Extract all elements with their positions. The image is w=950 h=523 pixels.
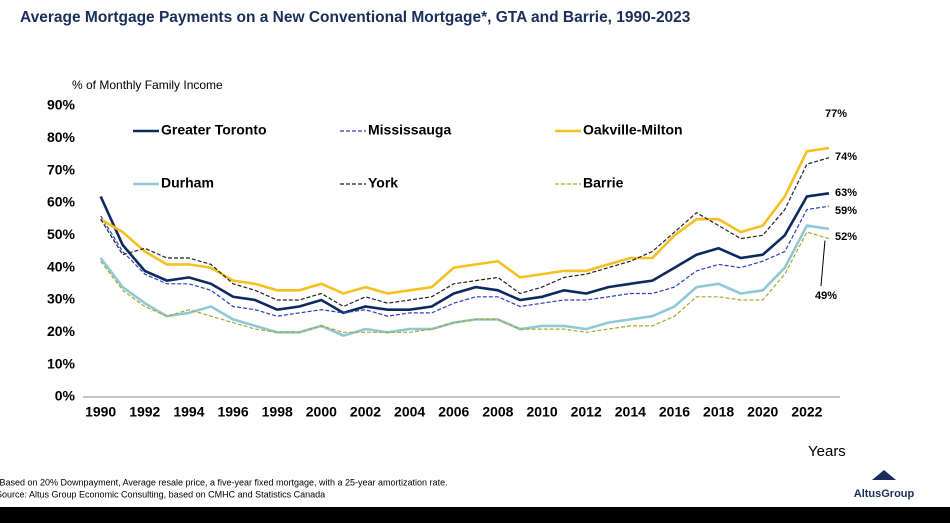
bottom-bar bbox=[0, 507, 950, 523]
legend-label: Greater Toronto bbox=[161, 122, 267, 138]
series-line bbox=[100, 205, 830, 317]
x-tick-label: 2002 bbox=[350, 404, 381, 420]
x-tick-label: 1998 bbox=[262, 404, 293, 420]
x-tick-label: 2000 bbox=[306, 404, 337, 420]
y-tick-label: 70% bbox=[47, 161, 76, 177]
x-tick-label: 2012 bbox=[571, 404, 602, 420]
y-tick-label: 80% bbox=[47, 129, 76, 145]
y-tick-label: 60% bbox=[47, 194, 76, 210]
x-tick-label: 2020 bbox=[747, 404, 778, 420]
series-line bbox=[99, 224, 830, 337]
series-line bbox=[100, 146, 830, 295]
y-tick-label: 0% bbox=[55, 388, 76, 404]
x-tick-label: 2004 bbox=[394, 404, 425, 420]
y-tick-label: 20% bbox=[47, 323, 76, 339]
series-line bbox=[99, 192, 830, 315]
x-tick-label: 1990 bbox=[85, 404, 116, 420]
x-tick-label: 2018 bbox=[703, 404, 734, 420]
leader-line bbox=[820, 240, 826, 287]
chart-title: Average Mortgage Payments on a New Conve… bbox=[20, 9, 691, 26]
y-tick-label: 50% bbox=[47, 226, 76, 242]
x-axis-label: Years bbox=[808, 443, 846, 460]
x-tick-label: 2022 bbox=[791, 404, 822, 420]
y-axis-label: % of Monthly Family Income bbox=[72, 78, 223, 92]
y-tick-label: 90% bbox=[47, 97, 76, 113]
logo-icon bbox=[872, 470, 896, 480]
y-tick-label: 30% bbox=[47, 291, 76, 307]
legend-label: York bbox=[368, 175, 398, 191]
y-tick-label: 10% bbox=[47, 355, 76, 371]
x-tick-label: 2016 bbox=[659, 404, 690, 420]
series-line bbox=[100, 231, 830, 333]
logo: AltusGroup bbox=[854, 488, 915, 500]
end-label: 49% bbox=[815, 290, 837, 302]
x-tick-label: 2006 bbox=[438, 404, 469, 420]
x-tick-label: 1996 bbox=[217, 404, 248, 420]
series-line bbox=[100, 157, 830, 308]
footnote: *Based on 20% Downpayment, Average resal… bbox=[0, 477, 448, 487]
legend-label: Barrie bbox=[583, 175, 624, 191]
end-label: 63% bbox=[835, 187, 857, 199]
source: Source: Altus Group Economic Consulting,… bbox=[0, 489, 325, 499]
legend-label: Durham bbox=[161, 175, 214, 191]
legend-label: Oakville-Milton bbox=[583, 122, 683, 138]
x-tick-label: 2010 bbox=[526, 404, 557, 420]
end-label: 77% bbox=[825, 108, 847, 120]
x-tick-label: 1994 bbox=[173, 404, 204, 420]
legend-label: Mississauga bbox=[368, 122, 451, 138]
end-label: 52% bbox=[835, 231, 857, 243]
end-label: 59% bbox=[835, 205, 857, 217]
y-tick-label: 40% bbox=[47, 258, 76, 274]
x-tick-label: 2008 bbox=[482, 404, 513, 420]
x-tick-label: 1992 bbox=[129, 404, 160, 420]
x-tick-label: 2014 bbox=[615, 404, 646, 420]
end-label: 74% bbox=[835, 151, 857, 163]
